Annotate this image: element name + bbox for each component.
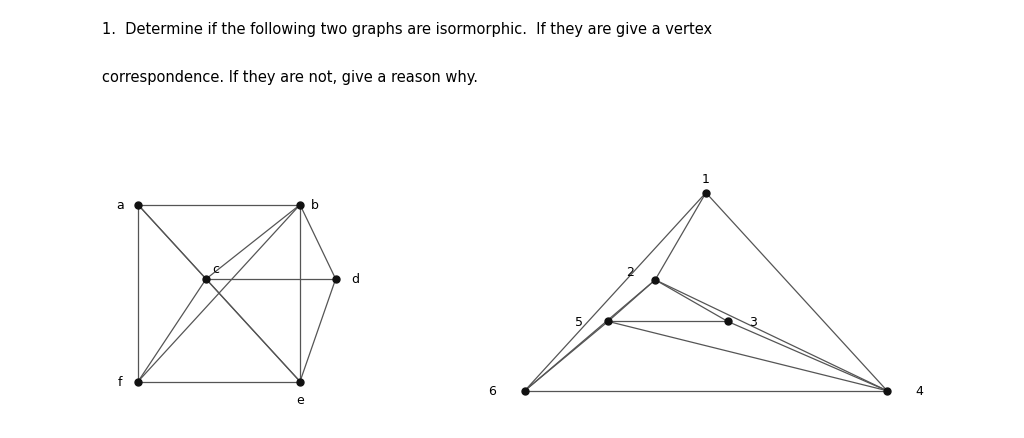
Text: e: e [296,393,304,406]
Text: 4: 4 [915,385,924,397]
Text: f: f [118,375,123,388]
Text: d: d [351,273,359,286]
Text: correspondence. If they are not, give a reason why.: correspondence. If they are not, give a … [102,70,478,85]
Text: 1: 1 [702,173,710,186]
Text: 6: 6 [488,385,496,397]
Text: c: c [212,262,219,275]
Text: 2: 2 [626,266,634,279]
Text: 5: 5 [575,315,583,328]
Text: a: a [117,199,124,212]
Text: b: b [310,199,318,212]
Text: 1.  Determine if the following two graphs are isormorphic.  If they are give a v: 1. Determine if the following two graphs… [102,22,713,37]
Text: 3: 3 [750,315,757,328]
